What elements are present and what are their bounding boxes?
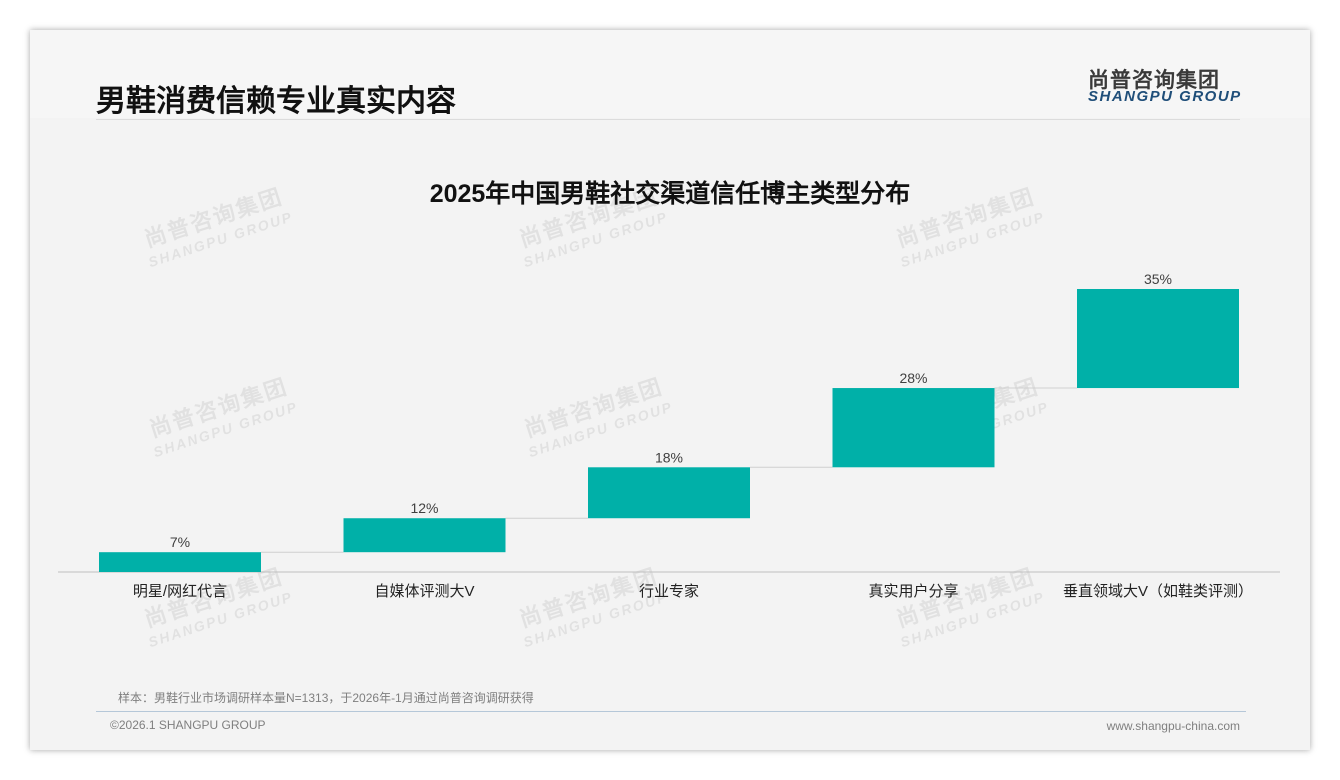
x-tick-label: 垂直领域大V（如鞋类评测） <box>1063 583 1253 600</box>
header-divider <box>96 119 1240 120</box>
header <box>30 30 1310 118</box>
website-link[interactable]: www.shangpu-china.com <box>1106 719 1240 733</box>
bar-2 <box>343 518 506 553</box>
data-label: 7% <box>170 534 190 550</box>
x-tick-label: 自媒体评测大V <box>374 583 474 600</box>
data-label: 12% <box>410 500 438 516</box>
logo-en: SHANGPU GROUP <box>1088 88 1242 105</box>
waterfall-chart: 7% 明星/网红代言 12% 自媒体评测大V 18% 行业专家 28% 真实用户分享 35% 垂直… <box>58 271 1280 600</box>
copyright: ©2026.1 SHANGPU GROUP <box>110 718 266 732</box>
x-tick-label: 明星/网红代言 <box>133 583 227 600</box>
data-label: 28% <box>899 370 927 386</box>
chart-title: 2025年中国男鞋社交渠道信任博主类型分布 <box>429 180 911 208</box>
sample-note: 样本：男鞋行业市场调研样本量N=1313，于2026年-1月通过尚普咨询调研获得 <box>118 691 534 705</box>
bar-1 <box>99 552 261 572</box>
data-label: 35% <box>1144 271 1172 287</box>
bar-3 <box>588 467 750 519</box>
logo-cn: 尚普咨询集团 <box>1088 69 1220 92</box>
bar-5 <box>1077 289 1239 389</box>
data-label: 18% <box>655 449 683 465</box>
x-tick-label: 真实用户分享 <box>868 582 958 600</box>
page-title: 男鞋消费信赖专业真实内容 <box>96 85 456 118</box>
x-tick-label: 行业专家 <box>639 583 699 600</box>
slide: 男鞋消费信赖专业真实内容 尚普咨询集团 SHANGPU GROUP 尚普咨询集团… <box>30 30 1310 750</box>
footer-divider <box>96 711 1246 712</box>
bar-4 <box>832 388 995 468</box>
